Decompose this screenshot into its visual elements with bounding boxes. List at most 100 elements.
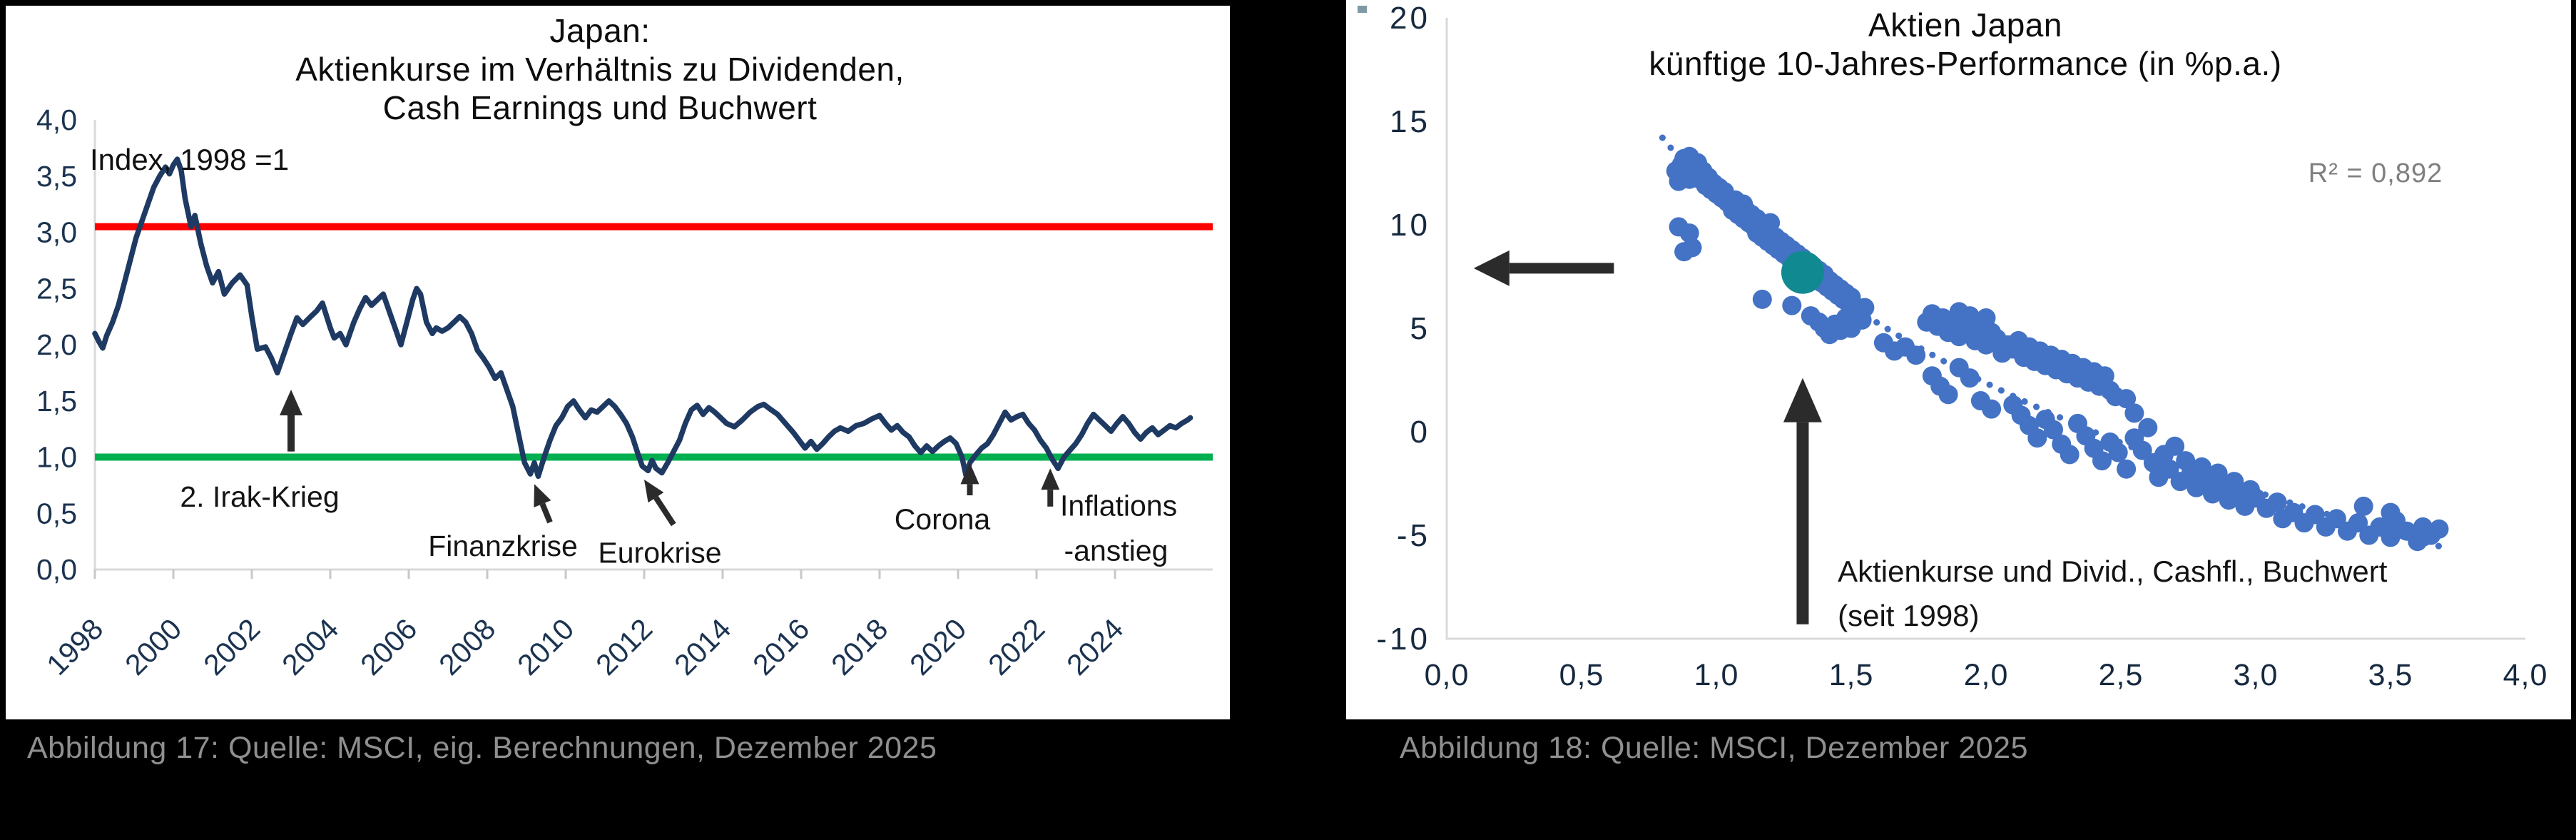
x-tick-label: 2022 <box>982 612 1051 682</box>
r-squared-label: R² = 0,892 <box>2308 158 2443 188</box>
annotation-arrow <box>960 462 979 496</box>
scatter-point <box>2094 366 2114 386</box>
scatter-point <box>2124 403 2144 423</box>
x-tick-label: 4,0 <box>2503 658 2548 692</box>
y-tick-label: -5 <box>1397 518 1430 553</box>
annotation-label: Aktienkurse und Divid., Cashfl., Buchwer… <box>1838 555 2388 588</box>
scatter-point <box>2267 492 2287 512</box>
x-tick-label: 2006 <box>354 612 423 682</box>
annotation-arrow <box>644 480 676 527</box>
annotation-arrow <box>1041 468 1060 507</box>
scatter-point <box>1679 223 1699 243</box>
figure18-caption: Abbildung 18: Quelle: MSCI, Dezember 202… <box>1400 731 2028 765</box>
scatter-point <box>1960 306 1980 326</box>
figure18-scatter-chart: 20 15 10 5 0 -5 -100,0 0,5 1,0 1,5 2,0 2,5 3,0 3,5 4,0… <box>1358 1 2548 692</box>
scatter-point <box>1982 399 2002 419</box>
annotation-arrow-shaft <box>653 495 676 527</box>
x-tick-label: 2,0 <box>1964 658 2009 692</box>
scatter-point <box>1938 385 1958 405</box>
scatter-point <box>2092 451 2112 471</box>
figure17-caption: Abbildung 17: Quelle: MSCI, eig. Berechn… <box>27 731 937 765</box>
annotation-arrow <box>534 484 553 524</box>
x-tick-label: 2014 <box>668 612 737 682</box>
scatter-point <box>2353 496 2373 516</box>
current-value-point <box>1781 251 1824 294</box>
x-tick-label: 2002 <box>197 612 266 682</box>
x-tick-label: 2008 <box>432 612 502 682</box>
x-tick-label: 2004 <box>275 612 345 682</box>
scatter-point <box>2429 519 2449 539</box>
x-tick-label: 2010 <box>511 612 580 682</box>
annotation-label: Corona <box>895 502 991 535</box>
x-tick-label: 2016 <box>746 612 815 682</box>
scatter-point <box>2060 445 2079 465</box>
annotation-label: Finanzkrise <box>428 530 578 562</box>
scatter-point <box>1906 345 1926 365</box>
left-pointing-arrow-head <box>1473 250 1510 286</box>
figure18-title-line1: Aktien Japan <box>1868 6 2062 44</box>
y-tick-label: 3,5 <box>36 160 77 193</box>
annotation-label: 2. Irak-Krieg <box>180 480 339 513</box>
scatter-point <box>2117 389 2137 409</box>
x-tick-label: 2024 <box>1060 612 1129 682</box>
scatter-point <box>2108 442 2128 462</box>
annotation-label: Inflations <box>1060 489 1177 522</box>
scatter-point <box>2305 505 2325 525</box>
y-tick-label: 0,5 <box>36 497 77 530</box>
scatter-point <box>2117 459 2137 479</box>
annotation-arrow-head <box>1041 468 1060 490</box>
figure17-title: Japan: Aktienkurse im Verhältnis zu Divi… <box>6 11 1194 127</box>
annotation-arrow-head <box>280 390 302 415</box>
figure17-title-line1: Japan: <box>549 12 651 49</box>
scatter-point <box>2381 527 2401 547</box>
figure17-panel: 1998 2000 2002 2004 2006 2008 2010 2012 2014 2016… <box>6 6 1230 719</box>
up-pointing-arrow <box>1783 378 1822 624</box>
x-tick-label: 0,0 <box>1425 658 1470 692</box>
y-tick-label: 0 <box>1410 415 1430 450</box>
annotation-arrow-head <box>960 462 979 485</box>
y-tick-label: 1,5 <box>36 385 77 418</box>
x-tick-label: 1998 <box>40 612 109 682</box>
x-tick-label: 1,5 <box>1829 658 1874 692</box>
y-tick-label: 0,0 <box>36 553 77 586</box>
trendline-dotted <box>1659 134 2448 551</box>
annotation-arrow-head <box>534 484 551 507</box>
x-tick-label: 2,5 <box>2099 658 2144 692</box>
scatter-point <box>1855 298 1875 318</box>
scatter-point <box>1682 238 1702 258</box>
y-tick-label: 10 <box>1390 208 1430 243</box>
x-tick-label: 3,0 <box>2234 658 2279 692</box>
annotation-label: -anstieg <box>1064 534 1169 567</box>
annotation-arrow-shaft <box>539 502 553 524</box>
y-tick-label: 2,5 <box>36 272 77 305</box>
x-tick-label: 2012 <box>589 612 658 682</box>
annotation-label: Eurokrise <box>598 537 721 570</box>
scatter-point <box>2381 502 2401 522</box>
y-tick-label: -10 <box>1376 622 1430 657</box>
y-tick-label: 5 <box>1410 311 1430 346</box>
scatter-point <box>2165 436 2185 456</box>
scatter-point <box>1761 213 1781 233</box>
x-tick-label: 2018 <box>825 612 894 682</box>
annotation-arrow <box>280 390 302 452</box>
y-tick-label: 15 <box>1390 104 1430 139</box>
scatter-point <box>2027 428 2047 448</box>
figure18-title: Aktien Japan künftige 10-Jahres-Performa… <box>1358 6 2573 83</box>
scatter-point <box>1752 289 1772 309</box>
x-tick-label: 1,0 <box>1694 658 1739 692</box>
y-tick-label: 2,0 <box>36 328 77 361</box>
scatter-point <box>2326 509 2346 529</box>
x-tick-label: 0,5 <box>1559 658 1604 692</box>
y-tick-label: 1,0 <box>36 441 77 474</box>
figure17-title-line2: Aktienkurse im Verhältnis zu Dividenden, <box>295 51 905 88</box>
x-tick-label: 2000 <box>118 612 188 682</box>
figure17-line-chart: 1998 2000 2002 2004 2006 2008 2010 2012 2014 2016… <box>36 103 1213 682</box>
scatter-point <box>1782 295 1802 315</box>
price-fundamentals-series <box>92 156 1193 480</box>
scatter-point <box>1841 288 1861 307</box>
y-tick-label: 20 <box>1390 1 1430 36</box>
scatter-point <box>2138 418 2158 437</box>
up-pointing-arrow-head <box>1783 378 1822 422</box>
scatter-point <box>1976 308 1996 328</box>
x-tick-label: 3,5 <box>2368 658 2413 692</box>
